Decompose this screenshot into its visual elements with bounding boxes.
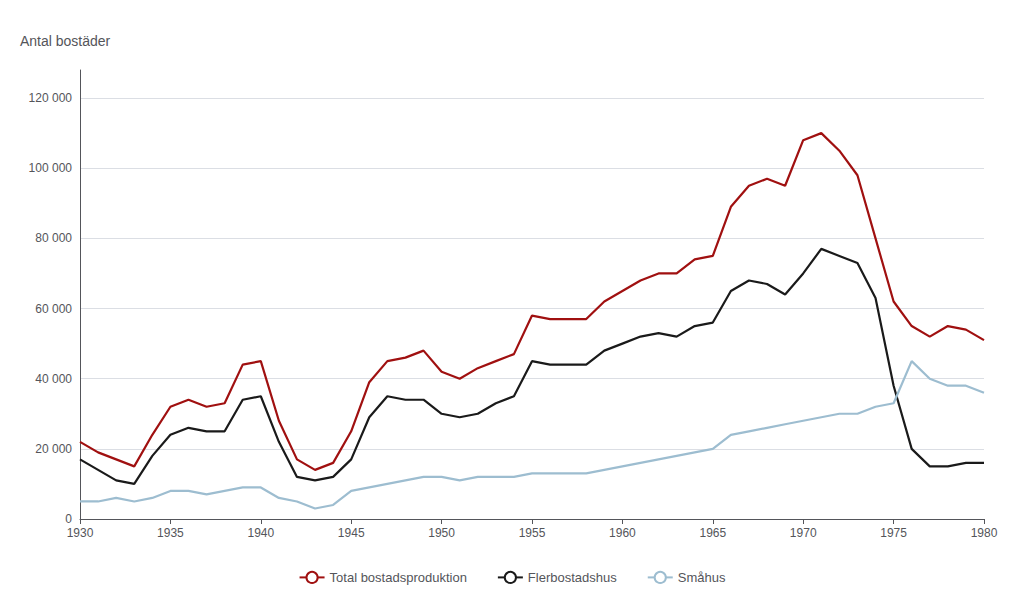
svg-text:80 000: 80 000 (35, 231, 72, 245)
svg-text:1955: 1955 (519, 526, 546, 540)
svg-text:Total bostadsproduktion: Total bostadsproduktion (330, 570, 467, 585)
svg-text:1930: 1930 (67, 526, 94, 540)
svg-text:1940: 1940 (247, 526, 274, 540)
svg-text:1960: 1960 (609, 526, 636, 540)
svg-text:40 000: 40 000 (35, 372, 72, 386)
svg-text:1965: 1965 (699, 526, 726, 540)
svg-text:60 000: 60 000 (35, 302, 72, 316)
svg-text:Småhus: Småhus (678, 570, 726, 585)
svg-text:20 000: 20 000 (35, 442, 72, 456)
svg-text:1970: 1970 (790, 526, 817, 540)
svg-text:120 000: 120 000 (29, 91, 73, 105)
svg-text:Flerbostadshus: Flerbostadshus (528, 570, 617, 585)
svg-text:1945: 1945 (338, 526, 365, 540)
svg-text:0: 0 (65, 512, 72, 526)
svg-text:Antal bostäder: Antal bostäder (20, 33, 111, 49)
svg-text:1935: 1935 (157, 526, 184, 540)
svg-text:1975: 1975 (880, 526, 907, 540)
svg-text:1980: 1980 (971, 526, 998, 540)
svg-text:100 000: 100 000 (29, 161, 73, 175)
svg-text:1950: 1950 (428, 526, 455, 540)
